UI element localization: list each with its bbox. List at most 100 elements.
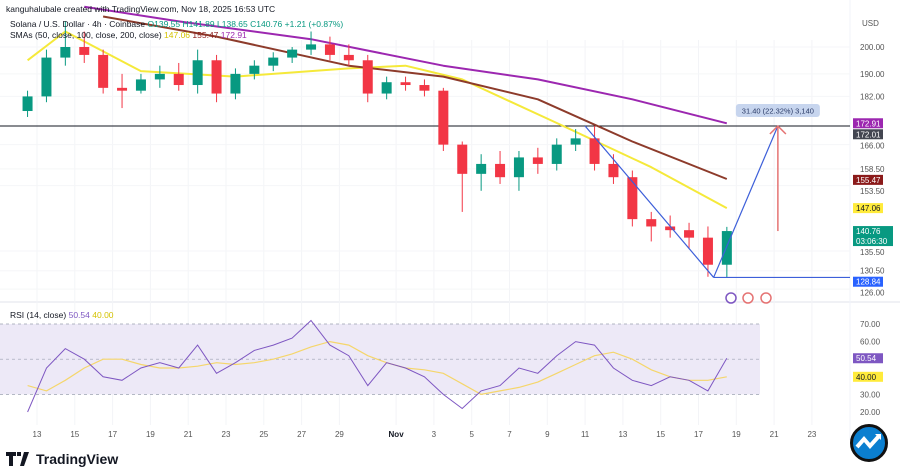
price-tick-label: 190.00 [860,70,885,79]
price-tick-label: 126.00 [860,289,885,298]
tradingview-logo-icon [6,452,29,466]
x-tick-label: 3 [432,430,437,439]
sma100-value: 155.47 [192,30,219,40]
x-tick-label: 23 [222,430,231,439]
candle [192,49,203,94]
x-tick-label: 29 [335,430,344,439]
candle-body [362,60,373,94]
price-axis-label-text: 155.47 [856,176,881,185]
price-tick-label: 135.50 [860,248,885,257]
candle-body [154,73,165,80]
rsi-ma-value: 40.00 [92,310,114,320]
x-tick-label: 27 [297,430,306,439]
price-tick-label: 182.00 [860,92,885,101]
candle [249,60,260,80]
price-axis-label: 128.84 [853,276,883,287]
rsi-legend[interactable]: RSI (14, close) 50.54 40.00 [10,310,114,320]
candle [154,65,165,88]
candle-body [381,82,392,94]
candle [79,31,90,63]
measure-label: 31.40 (22.32%) 3,140 [735,104,820,118]
dividend-event-icon [725,292,737,304]
ohlc-low: L138.65 [217,19,248,29]
ohlc-open: O139.55 [147,19,181,29]
rsi-tick-label: 30.00 [860,390,881,399]
candle [646,211,657,242]
sma-line-sma100 [102,15,728,180]
candle [513,150,524,191]
candle [268,52,279,72]
price-axis-label-bg [853,226,893,247]
x-tick-label: 9 [545,430,550,439]
price-axis-label-text: 147.06 [856,204,881,213]
x-tick-label: 15 [70,430,79,439]
price-tick-label: 130.50 [860,267,885,276]
x-tick-label: 5 [469,430,474,439]
currency-label: USD [862,19,879,28]
candle-body [211,60,222,94]
tradingview-logo[interactable]: TradingView [6,451,118,467]
rsi-axis-label-bg [853,353,883,364]
candle [702,226,713,277]
rsi-line [27,319,728,413]
rsi-axis-label: 40.00 [853,371,883,382]
x-tick-label: 25 [259,430,268,439]
candle-body [268,57,279,66]
candle [135,73,146,94]
x-tick-label: 21 [184,430,193,439]
candle-body [608,163,619,178]
candle [98,49,109,94]
x-tick-label: 15 [656,430,665,439]
publisher-badge-icon [850,424,888,462]
rsi-value: 50.54 [68,310,90,320]
measure-label-text: 31.40 (22.32%) 3,140 [742,107,814,116]
sma-legend[interactable]: SMAs (50, close, 100, close, 200, close)… [10,30,247,40]
x-tick-label: 11 [581,430,590,439]
x-tick-label: 19 [732,430,741,439]
rsi-tick-label: 70.00 [860,320,881,329]
sma-label: SMAs (50, close, 100, close, 200, close) [10,30,162,40]
price-tick-label: 166.00 [860,141,885,150]
price-tick-label: 153.50 [860,187,885,196]
arrow-head-icon [769,124,787,135]
candle [721,226,732,278]
price-axis-label-bg [853,174,883,185]
candle-body [400,82,411,86]
candle [457,141,468,212]
rsi-label: RSI (14, close) [10,310,67,320]
candle-body [324,44,335,55]
candle-body [306,44,317,50]
candle-body [627,177,638,220]
x-tick-label: 7 [507,430,512,439]
candle [230,68,241,100]
candle-body [41,57,52,97]
price-axis-label-text: 172.91 [856,119,881,128]
x-tick-label: 17 [694,430,703,439]
price-axis-label: 155.47 [853,174,883,185]
sma-line-sma200 [84,5,728,125]
candle-body [476,163,487,174]
candle-body [570,138,581,145]
candle [551,138,562,171]
candle-body [419,85,430,91]
symbol-legend: Solana / U.S. Dollar · 4h · Coinbase O13… [10,19,343,29]
candle [589,126,600,171]
candle-body [438,90,449,145]
rsi-axis-label-text: 50.54 [856,354,877,363]
candle [381,76,392,100]
rsi-tick-label: 20.00 [860,408,881,417]
symbol-title[interactable]: Solana / U.S. Dollar · 4h · Coinbase [10,19,146,29]
candle-body [343,54,354,61]
rsi-axis-label-bg [853,371,883,382]
price-tick-label: 158.50 [860,165,885,174]
candle-body [702,237,713,265]
candle [41,49,52,103]
candle [400,76,411,91]
downtrend-line [584,125,715,278]
price-axis-label: 147.06 [853,203,883,214]
candle-body [230,73,241,94]
candle-body [513,157,524,178]
candle-body [665,226,676,231]
